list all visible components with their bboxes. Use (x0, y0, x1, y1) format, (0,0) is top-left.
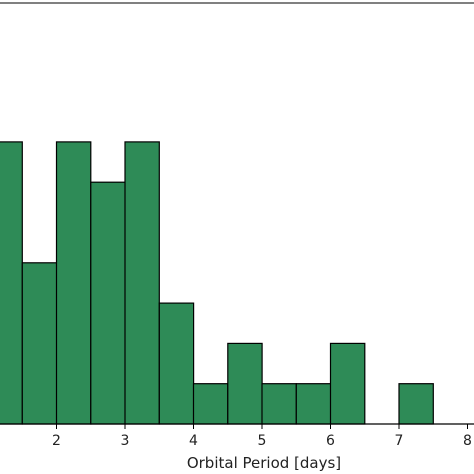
histogram-bar-2 (55, 141, 92, 425)
histogram-bar-4 (124, 141, 160, 425)
histogram-bar-8 (261, 383, 297, 425)
x-tick-label-8: 8 (463, 433, 472, 449)
x-tick-label-6: 6 (326, 433, 335, 449)
histogram-bar-1 (21, 262, 58, 425)
x-ticks-group: 2 3 4 5 6 7 8 (52, 424, 472, 449)
histogram-bar-5 (158, 302, 195, 425)
x-tick-label-3: 3 (121, 433, 130, 449)
histogram-bar-9 (295, 383, 332, 425)
histogram-bar-7 (227, 342, 263, 425)
x-tick-label-7: 7 (395, 433, 404, 449)
x-tick-label-5: 5 (258, 433, 267, 449)
x-axis-label: Orbital Period [days] (187, 454, 341, 472)
histogram-bar-6 (192, 383, 229, 425)
histogram-bar-12 (398, 383, 434, 425)
histogram-bar-10 (329, 342, 366, 425)
bars-group (0, 141, 434, 425)
histogram-bar-0 (0, 141, 23, 425)
x-tick-label-2: 2 (52, 433, 61, 449)
histogram-bar-3 (90, 181, 126, 425)
x-tick-label-4: 4 (189, 433, 198, 449)
